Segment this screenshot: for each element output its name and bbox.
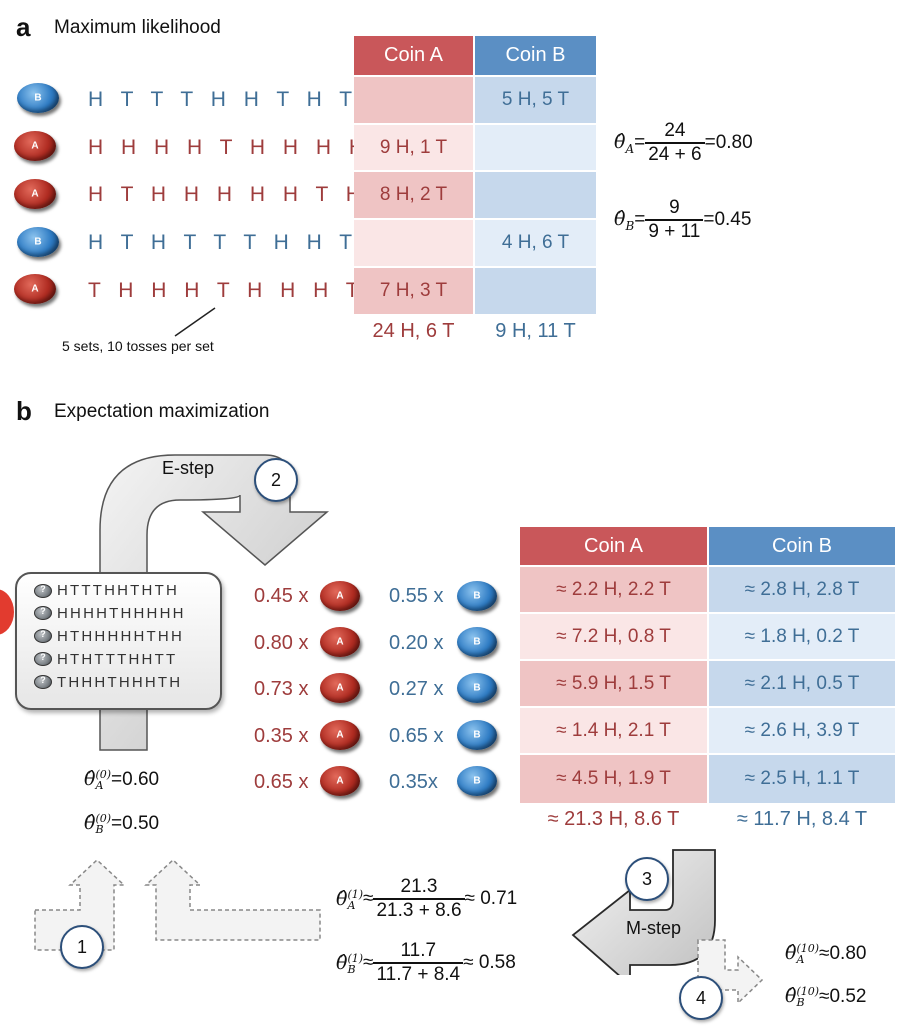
coin-a-icon: A	[320, 581, 360, 611]
coin-a-header: Coin A	[354, 36, 473, 75]
coin-b-icon: B	[457, 627, 497, 657]
weight-b: 0.27 x	[389, 678, 444, 700]
total-coin-a: ≈ 21.3 H, 8.6 T	[547, 807, 680, 830]
e-step-label: E-step	[162, 458, 215, 478]
table-cell: ≈ 4.5 H, 1.9 T	[520, 755, 707, 803]
unknown-coin-icon: ?	[34, 584, 52, 598]
e-step-arrow	[99, 454, 330, 751]
step-3-badge: 3	[625, 857, 669, 901]
unknown-coin-icon: ?	[34, 652, 52, 666]
panel-b-letter: b	[16, 396, 32, 426]
table-cell: ≈ 1.8 H, 0.2 T	[709, 614, 895, 659]
coin-a-icon: A	[320, 720, 360, 750]
toss-sequence: HTTTHHTHTH	[57, 582, 179, 599]
step-1-badge: 1	[60, 925, 104, 969]
theta-a-estimate: θ̂A = 24 24 + 6 =0.80	[614, 120, 753, 165]
m-step-label: M-step	[626, 918, 682, 938]
total-coin-b: ≈ 11.7 H, 8.4 T	[736, 807, 868, 830]
weight-a: 0.35 x	[254, 725, 309, 747]
annotation-pointer	[174, 307, 216, 337]
table-cell: ≈ 2.8 H, 2.8 T	[709, 567, 895, 612]
toss-sequence: THHHTHHHTH	[57, 674, 183, 691]
table-cell	[475, 125, 596, 170]
weight-a: 0.80 x	[254, 632, 309, 654]
table-cell: 4 H, 6 T	[475, 220, 596, 266]
theta-b-final: θ̂ (10) B ≈0.52	[785, 985, 867, 1009]
coin-b-header: Coin B	[709, 527, 895, 565]
coin-a-icon: A	[14, 131, 56, 161]
theta-a-update: θ̂ (1) A ≈ 21.3 21.3 + 8.6 ≈ 0.71	[336, 876, 518, 921]
toss-sequence: H H H H T H H H H H	[88, 136, 404, 159]
coin-a-icon: A	[320, 766, 360, 796]
theta-a-final: θ̂ (10) A ≈0.80	[785, 942, 867, 966]
panel-a-letter: a	[16, 12, 31, 42]
feedback-arrows	[34, 858, 321, 951]
weight-b: 0.55 x	[389, 585, 444, 607]
weight-b: 0.35x	[389, 771, 438, 793]
total-coin-b: 9 H, 11 T	[495, 319, 576, 342]
table-cell	[475, 172, 596, 218]
theta-b-update: θ̂ (1) B ≈ 11.7 11.7 + 8.4 ≈ 0.58	[336, 940, 516, 985]
unknown-coin-icon: ?	[34, 675, 52, 689]
table-cell	[354, 77, 473, 123]
table-cell: ≈ 1.4 H, 2.1 T	[520, 708, 707, 753]
annotation-text: 5 sets, 10 tosses per set	[62, 338, 214, 354]
panel-b-title: Expectation maximization	[54, 401, 270, 422]
weight-a: 0.73 x	[254, 678, 309, 700]
coin-a-header: Coin A	[520, 527, 707, 565]
step-4-badge: 4	[679, 976, 723, 1020]
weight-a: 0.65 x	[254, 771, 309, 793]
total-coin-a: 24 H, 6 T	[372, 319, 455, 342]
weight-a: 0.45 x	[254, 585, 309, 607]
unknown-coin-icon: ?	[34, 606, 52, 620]
toss-sequence: H T H H H H H T H H	[88, 183, 400, 206]
theta-a-initial: θ̂ (0) A =0.60	[84, 768, 160, 792]
coin-b-header: Coin B	[475, 36, 596, 75]
coin-a-icon: A	[320, 627, 360, 657]
toss-sequence: H T H T T T H H T T	[88, 231, 388, 254]
table-cell: 9 H, 1 T	[354, 125, 473, 170]
step-2-badge: 2	[254, 458, 298, 502]
table-cell: 5 H, 5 T	[475, 77, 596, 123]
toss-sequence: HHHHTHHHHH	[57, 605, 186, 622]
weight-b: 0.65 x	[389, 725, 444, 747]
coin-b-icon: B	[457, 720, 497, 750]
unknown-coin-icon: ?	[34, 629, 52, 643]
table-cell: ≈ 5.9 H, 1.5 T	[520, 661, 707, 706]
panel-a-title: Maximum likelihood	[54, 17, 221, 38]
coin-b-icon: B	[17, 227, 59, 257]
toss-sequence: H T T T H H T H T H	[88, 88, 391, 111]
table-cell: ≈ 7.2 H, 0.8 T	[520, 614, 707, 659]
coin-a-icon: A	[14, 179, 56, 209]
coin-b-icon: B	[457, 673, 497, 703]
coin-b-icon: B	[457, 581, 497, 611]
table-cell: 7 H, 3 T	[354, 268, 473, 314]
table-cell: ≈ 2.5 H, 1.1 T	[709, 755, 895, 803]
coin-b-icon: B	[17, 83, 59, 113]
table-cell: ≈ 2.6 H, 3.9 T	[709, 708, 895, 753]
theta-b-initial: θ̂ (0) B =0.50	[84, 812, 160, 836]
toss-sequence: HTHHHHHTHH	[57, 628, 184, 645]
toss-sequence: HTHTTTHHTT	[57, 651, 178, 668]
weight-b: 0.20 x	[389, 632, 444, 654]
coin-a-icon: A	[14, 274, 56, 304]
table-cell: ≈ 2.1 H, 0.5 T	[709, 661, 895, 706]
coin-a-icon: A	[320, 673, 360, 703]
table-cell	[475, 268, 596, 314]
table-cell: 8 H, 2 T	[354, 172, 473, 218]
edge-marker	[0, 589, 14, 635]
toss-sequence: T H H H T H H H T H	[88, 279, 398, 302]
table-cell: ≈ 2.2 H, 2.2 T	[520, 567, 707, 612]
coin-b-icon: B	[457, 766, 497, 796]
table-cell	[354, 220, 473, 266]
